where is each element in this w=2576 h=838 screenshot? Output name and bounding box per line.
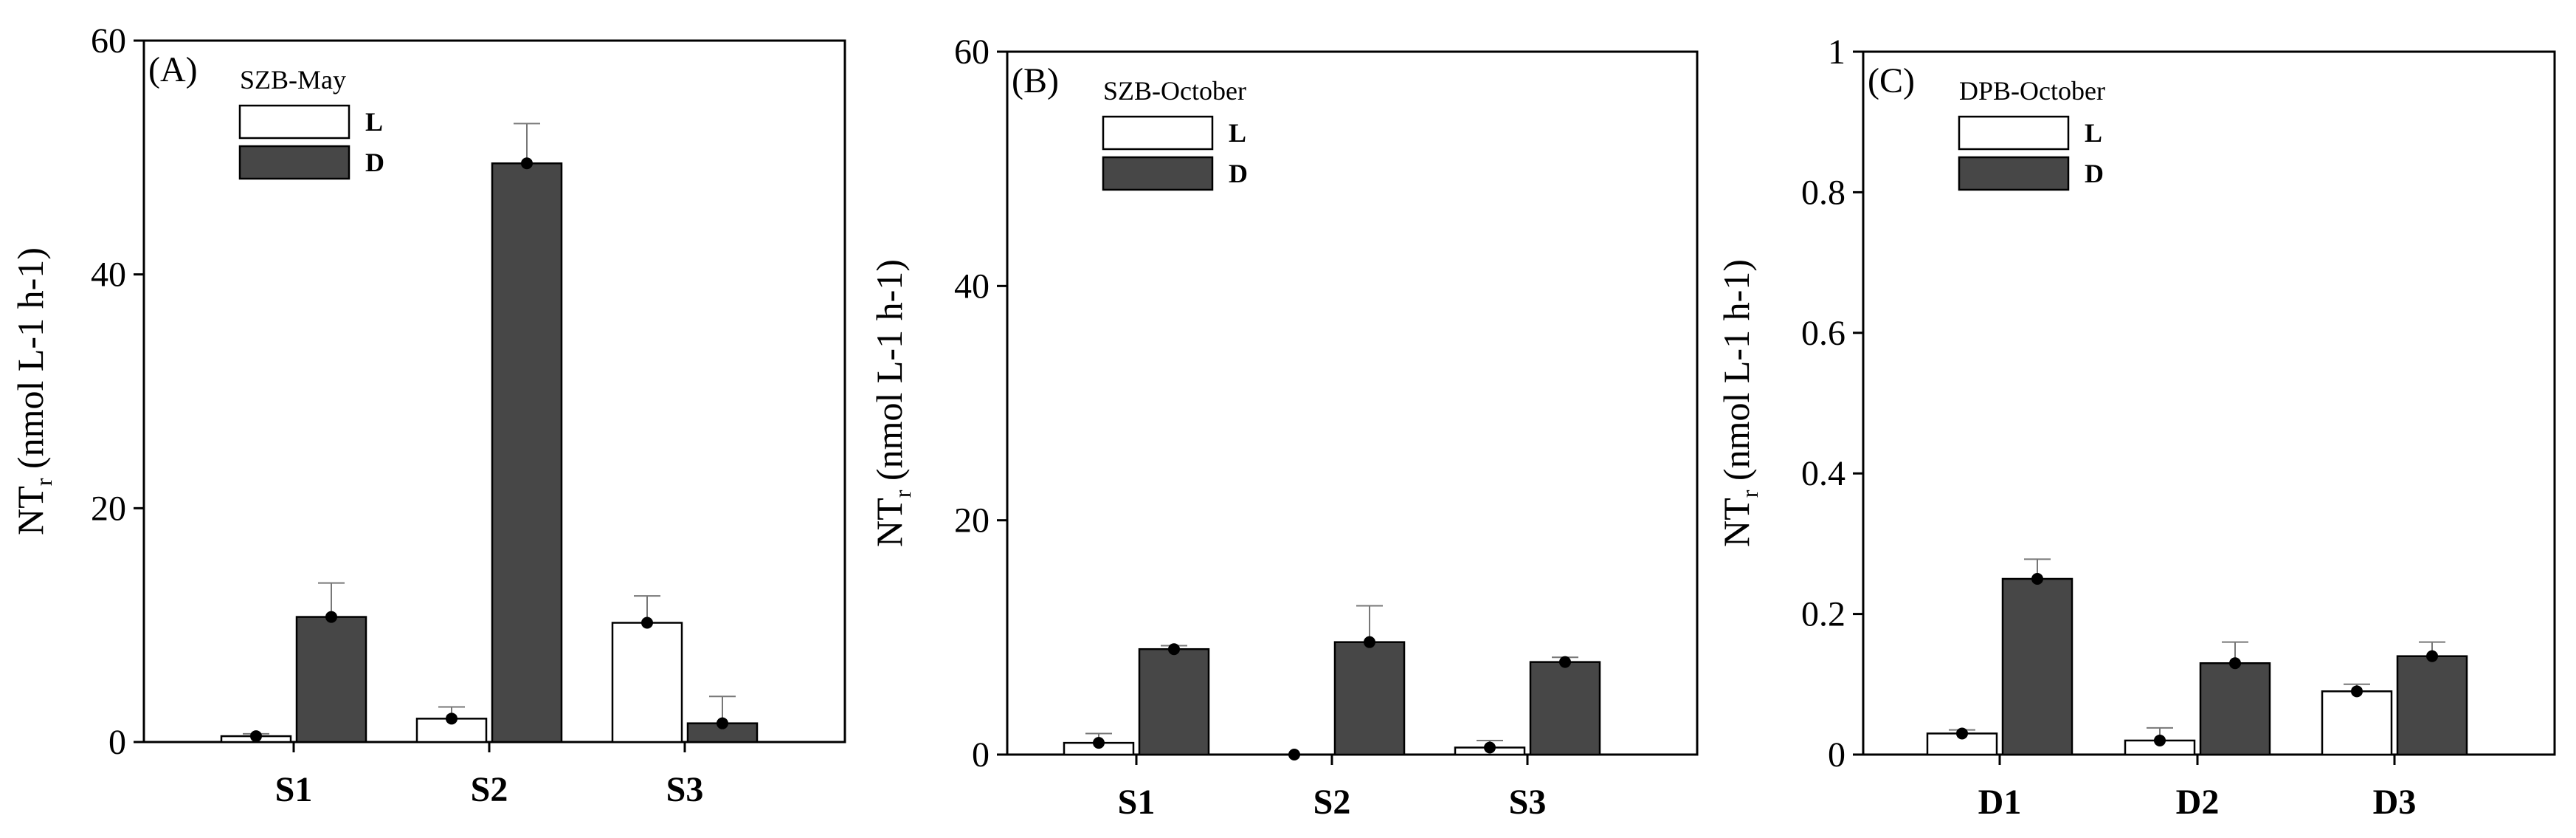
y-axis-title-subscript: r: [30, 478, 57, 486]
y-tick-label: 0: [1828, 735, 1845, 775]
data-point-d-s3: [1559, 656, 1571, 668]
y-axis-title-subscript: r: [889, 490, 916, 498]
y-axis-title-main: NT: [10, 486, 51, 535]
data-point-d-s2: [521, 157, 533, 170]
data-point-l-s1: [1093, 737, 1105, 749]
data-point-l-s1: [250, 730, 262, 743]
legend-label-l: L: [2085, 118, 2102, 148]
bar-d-d3: [2396, 655, 2468, 756]
category-label-s1: S1: [275, 770, 313, 809]
data-point-l-d2: [2154, 734, 2166, 746]
category-label-d1: D1: [1978, 783, 2022, 822]
legend-swatch-d: [1958, 156, 2070, 191]
data-point-d-s3: [716, 717, 728, 729]
data-point-l-s2: [446, 712, 457, 725]
chart-panel-1: 0 20 40 60 NTr (nmol L-1 h-1) S1 S2 S3 (B) SZB-Oc…: [869, 32, 1699, 822]
legend-title: SZB-May: [240, 65, 346, 95]
legend-label-l: L: [1229, 118, 1246, 148]
data-point-d-s2: [1364, 636, 1375, 648]
legend: DPB-October LD: [1958, 76, 2105, 191]
data-point-l-d1: [1956, 727, 1968, 740]
data-point-d-d1: [2031, 573, 2043, 585]
legend-swatch-l: [238, 104, 351, 140]
y-axis-title: NTr (nmol L-1 h-1): [869, 259, 916, 547]
data-point-l-s2: [1288, 749, 1300, 760]
y-tick-label: 20: [954, 501, 990, 540]
y-tick-label: 0.4: [1801, 454, 1845, 493]
legend-swatch-d: [238, 145, 351, 180]
panel-label: (B): [1012, 61, 1059, 100]
y-tick-label: 20: [91, 489, 126, 528]
data-point-d-d2: [2229, 657, 2241, 670]
category-label-s2: S2: [1313, 783, 1351, 822]
y-axis-title-units: (nmol L-1 h-1): [869, 259, 910, 490]
bar-d-d1: [2001, 577, 2073, 756]
legend: SZB-May LD: [238, 65, 384, 180]
bar-d-s2: [1333, 641, 1406, 756]
legend-label-d: D: [365, 148, 384, 177]
data-point-l-s3: [641, 617, 653, 629]
chart-panel-0: 0 20 40 60 NTr (nmol L-1 h-1) S1 S2 S3 (A) SZB-Ma…: [10, 21, 846, 809]
category-label-s3: S3: [666, 770, 704, 809]
legend-label-d: D: [1229, 159, 1248, 188]
y-tick-label: 0.8: [1801, 173, 1845, 212]
y-tick-label: 60: [954, 32, 990, 72]
y-axis-title-units: (nmol L-1 h-1): [10, 247, 51, 478]
legend-label-d: D: [2085, 159, 2104, 188]
y-axis-title: NTr (nmol L-1 h-1): [1716, 259, 1763, 547]
bar-d-s1: [295, 616, 367, 743]
data-point-d-s1: [325, 611, 337, 623]
y-axis-title-units: (nmol L-1 h-1): [1716, 259, 1757, 490]
bar-d-d2: [2199, 662, 2271, 756]
data-point-l-d3: [2351, 685, 2363, 698]
y-axis-title: NTr (nmol L-1 h-1): [10, 247, 57, 535]
y-tick-label: 1: [1828, 32, 1845, 72]
legend-label-l: L: [365, 107, 383, 137]
data-point-d-s1: [1168, 643, 1180, 656]
legend-swatch-l: [1102, 115, 1214, 151]
y-tick-label: 0: [972, 735, 990, 775]
y-tick-label: 40: [91, 255, 126, 295]
category-label-d3: D3: [2373, 783, 2417, 822]
data-point-d-d3: [2426, 650, 2438, 662]
y-tick-label: 60: [91, 21, 126, 61]
y-tick-label: 0.6: [1801, 314, 1845, 353]
category-label-d2: D2: [2176, 783, 2220, 822]
y-tick-label: 0.2: [1801, 595, 1845, 634]
bar-d-s1: [1138, 648, 1210, 756]
legend-swatch-l: [1958, 115, 2070, 151]
bar-l-s3: [611, 622, 683, 743]
y-tick-label: 0: [108, 723, 126, 762]
legend-swatch-d: [1102, 156, 1214, 191]
y-axis-title-main: NT: [1716, 498, 1757, 547]
category-label-s2: S2: [471, 770, 508, 809]
bar-d-s3: [1529, 661, 1601, 756]
y-tick-label: 40: [954, 267, 990, 306]
chart-panel-2: 0 0.2 0.4 0.6 0.8 1 NTr (nmol L-1 h-1) D1 D2 D3 (C…: [1716, 32, 2556, 822]
legend: SZB-October LD: [1102, 76, 1248, 191]
panel-label: (C): [1868, 61, 1915, 100]
category-label-s3: S3: [1509, 783, 1547, 822]
data-point-l-s3: [1484, 741, 1496, 754]
y-axis-title-subscript: r: [1736, 490, 1763, 498]
category-label-s1: S1: [1118, 783, 1156, 822]
bar-l-d3: [2321, 690, 2393, 756]
bar-d-s2: [491, 162, 563, 743]
panel-label: (A): [148, 50, 198, 89]
y-axis-title-main: NT: [869, 498, 910, 547]
legend-title: DPB-October: [1959, 76, 2105, 106]
legend-title: SZB-October: [1103, 76, 1246, 106]
